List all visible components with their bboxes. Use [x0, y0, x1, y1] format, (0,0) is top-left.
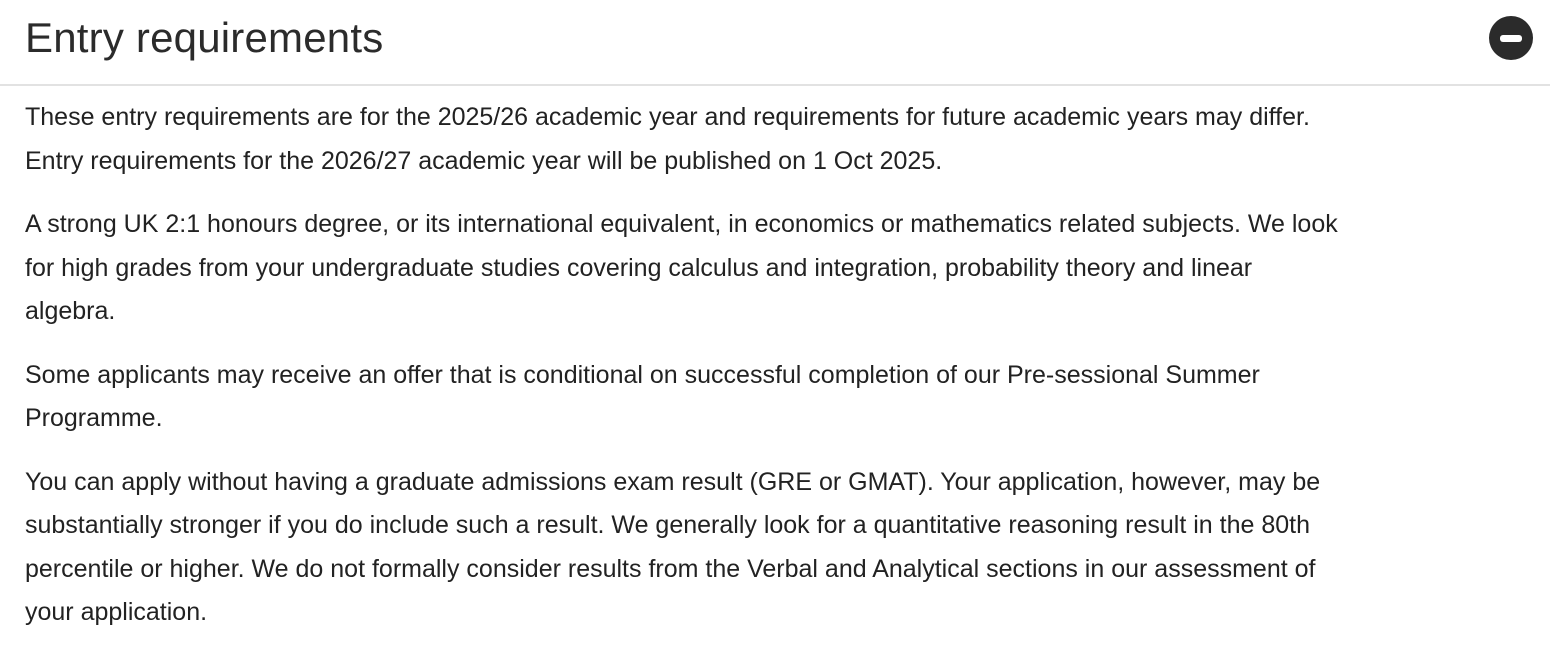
- text-line: Programme.: [25, 404, 163, 432]
- paragraph-presessional: Some applicants may receive an offer tha…: [25, 354, 1525, 441]
- paragraph-degree-requirement: A strong UK 2:1 honours degree, or its i…: [25, 203, 1525, 334]
- text-line: Entry requirements for the 2026/27 acade…: [25, 146, 943, 175]
- section-title: Entry requirements: [25, 14, 384, 61]
- text-line: A strong UK 2:1 honours degree, or its i…: [25, 210, 1338, 238]
- paragraph-academic-year: These entry requirements are for the 202…: [25, 96, 1525, 183]
- minus-bar: [1500, 35, 1522, 42]
- text-line: These entry requirements are for the 202…: [25, 103, 1310, 131]
- text-line: algebra.: [25, 297, 116, 325]
- accordion-content: These entry requirements are for the 202…: [0, 86, 1550, 635]
- text-line: your application.: [25, 598, 208, 626]
- text-line: percentile or higher. We do not formally…: [25, 554, 1316, 583]
- text-line: substantially stronger if you do include…: [25, 511, 1310, 539]
- text-line: You can apply without having a graduate …: [25, 467, 1321, 496]
- text-line: for high grades from your undergraduate …: [25, 253, 1253, 282]
- accordion-header[interactable]: Entry requirements: [0, 0, 1550, 86]
- paragraph-gre-gmat: You can apply without having a graduate …: [25, 461, 1525, 635]
- collapse-minus-circle-icon[interactable]: [1489, 16, 1533, 60]
- text-line: Some applicants may receive an offer tha…: [25, 360, 1260, 389]
